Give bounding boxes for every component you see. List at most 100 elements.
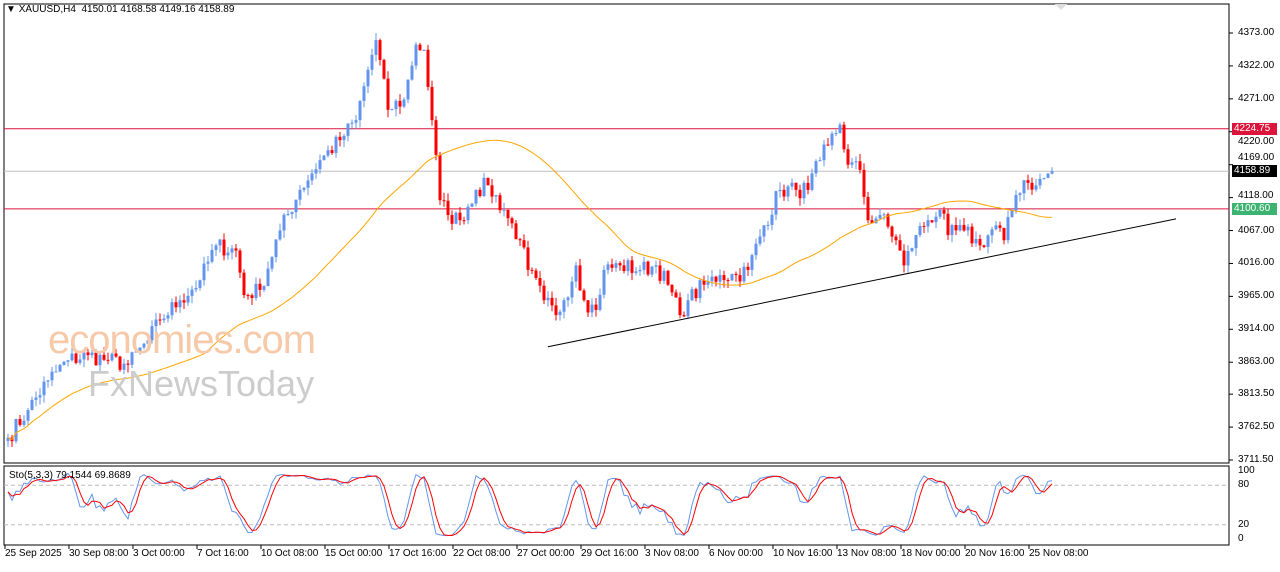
candle-body — [182, 300, 186, 303]
candle-body — [62, 361, 66, 365]
x-tick-label: 25 Nov 08:00 — [1029, 548, 1089, 559]
y-tick-label: 4322.00 — [1238, 59, 1275, 71]
moving-average-line — [7, 139, 1053, 441]
candle-body — [222, 239, 226, 256]
candle-body — [490, 185, 494, 197]
candle-body — [90, 352, 94, 356]
candle-body — [770, 214, 774, 225]
collapse-triangle-icon[interactable]: ▼ — [6, 4, 19, 15]
candle-body — [526, 247, 530, 270]
candle-body — [578, 265, 582, 291]
candle-body — [642, 261, 646, 270]
stochastic-label: Sto(5,3,3) 79.1544 69.8689 — [9, 470, 131, 481]
candle-body — [1038, 178, 1042, 186]
candle-body — [1030, 182, 1034, 190]
candle-body — [766, 224, 770, 226]
candle-body — [434, 120, 438, 155]
candle-body — [338, 136, 342, 141]
candle-body — [82, 352, 86, 360]
candle-body — [122, 363, 126, 370]
candle-body — [158, 319, 162, 321]
candle-body — [334, 136, 338, 153]
candle-body — [790, 182, 794, 187]
candle-body — [802, 182, 806, 199]
candle-body — [454, 212, 458, 224]
candle-body — [410, 65, 414, 80]
candle-body — [846, 149, 850, 165]
candle-body — [842, 124, 846, 150]
candle-body — [990, 229, 994, 236]
candle-body — [342, 135, 346, 141]
candle-body — [46, 380, 50, 382]
candle-body — [722, 275, 726, 281]
candle-body — [402, 99, 406, 107]
x-tick-label: 17 Oct 16:00 — [389, 548, 447, 559]
candle-body — [50, 371, 54, 381]
candle-body — [666, 270, 670, 285]
candle-body — [854, 161, 858, 163]
candle-body — [178, 300, 182, 308]
ohlc-readout: 4150.01 4168.58 4149.16 4158.89 — [81, 4, 235, 15]
candle-body — [246, 295, 250, 297]
x-tick-label: 7 Oct 16:00 — [197, 548, 249, 559]
stoch-level-label: 100 — [1238, 465, 1255, 476]
y-tick-label: 4016.00 — [1238, 257, 1275, 269]
y-tick-label: 4271.00 — [1238, 92, 1275, 104]
candle-body — [686, 300, 690, 317]
candle-body — [758, 236, 762, 244]
x-tick-label: 25 Sep 2025 — [5, 548, 62, 559]
x-tick-label: 29 Oct 16:00 — [581, 548, 639, 559]
candle-body — [266, 268, 270, 287]
candle-body — [26, 409, 30, 421]
y-tick-label: 3914.00 — [1238, 323, 1275, 335]
candle-body — [946, 213, 950, 236]
candle-body — [590, 304, 594, 313]
candle-body — [358, 100, 362, 121]
candle-body — [18, 419, 22, 425]
level-price-tag: 4100.60 — [1232, 202, 1277, 215]
candle-body — [194, 287, 198, 290]
candle-body — [298, 189, 302, 200]
candle-body — [110, 353, 114, 361]
candle-body — [782, 189, 786, 197]
candle-body — [186, 295, 190, 303]
candle-body — [1018, 193, 1022, 196]
candle-body — [650, 266, 654, 275]
candle-body — [486, 177, 490, 186]
x-tick-label: 30 Sep 08:00 — [69, 548, 129, 559]
y-tick-label: 3813.50 — [1238, 388, 1275, 400]
candle-body — [970, 226, 974, 244]
candle-body — [242, 272, 246, 296]
candle-body — [542, 285, 546, 301]
candle-body — [270, 257, 274, 269]
candle-body — [318, 160, 322, 170]
candle-body — [862, 169, 866, 197]
candle-body — [74, 353, 78, 363]
candle-body — [814, 161, 818, 174]
candle-body — [314, 169, 318, 174]
candle-body — [678, 297, 682, 316]
watermark-fxnewstoday: FxNewsToday — [88, 363, 315, 404]
candle-body — [34, 397, 38, 400]
candle-body — [98, 354, 102, 366]
candle-body — [646, 261, 650, 275]
candle-body — [294, 199, 298, 213]
candle-body — [554, 305, 558, 316]
candle-body — [806, 182, 810, 190]
stoch-level-label: 0 — [1238, 533, 1244, 544]
candle-body — [134, 351, 138, 353]
candle-body — [726, 280, 730, 282]
candle-body — [146, 340, 150, 344]
candle-body — [958, 224, 962, 231]
candle-body — [858, 161, 862, 170]
candle-body — [534, 270, 538, 279]
stoch-level-label: 20 — [1238, 518, 1250, 530]
candle-body — [774, 191, 778, 215]
candle-body — [350, 122, 354, 124]
candle-body — [622, 265, 626, 272]
candle-body — [470, 203, 474, 207]
candle-body — [610, 264, 614, 268]
candle-body — [386, 78, 390, 110]
